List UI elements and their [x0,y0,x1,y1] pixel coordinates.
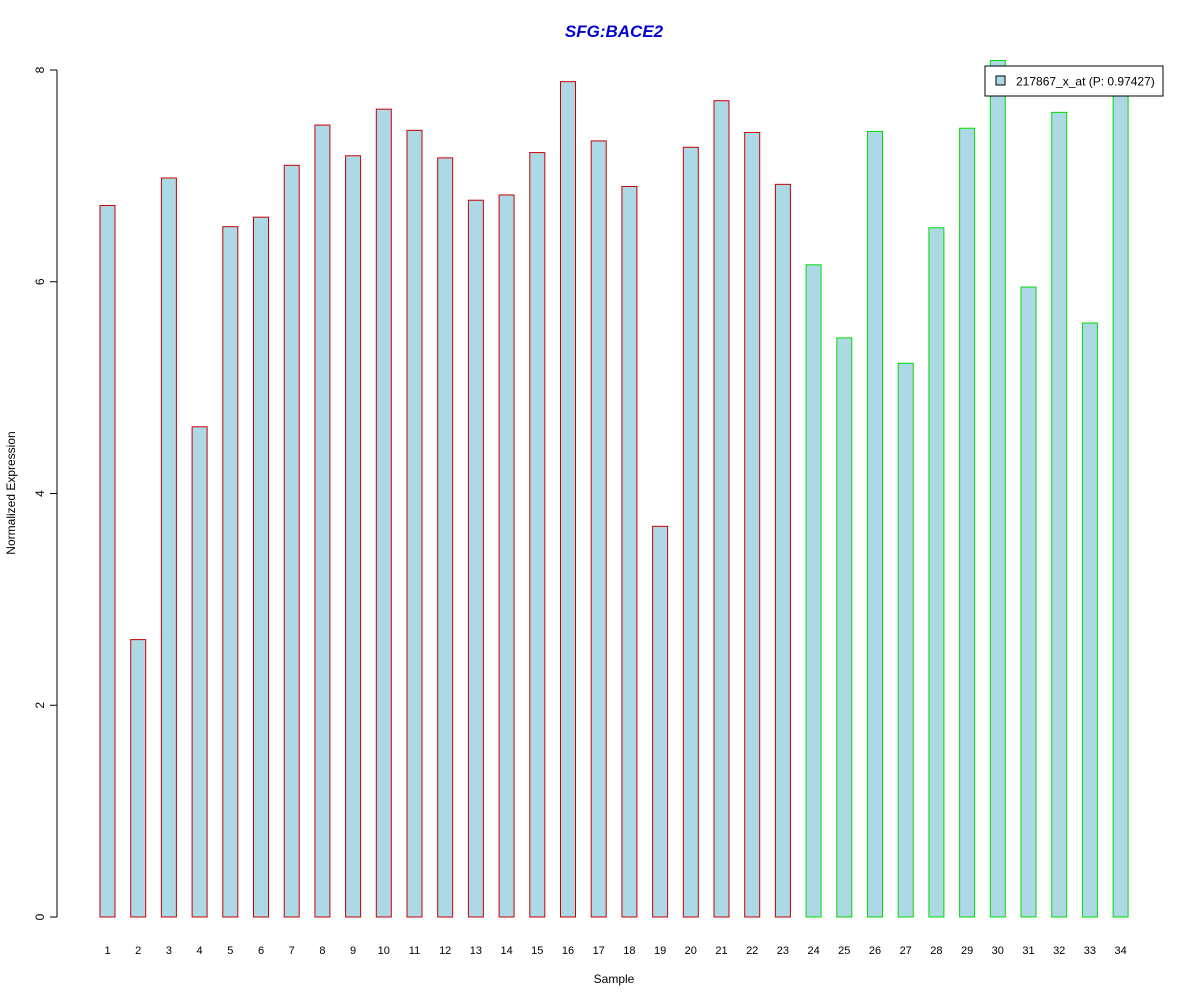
bar-sample-10 [375,108,392,918]
y-tick-label: 0 [33,913,47,920]
bar-sample-1 [99,205,116,918]
bar-sample-14 [498,194,515,918]
y-tick-label: 2 [33,702,47,709]
bar-sample-24 [805,264,822,918]
bar-sample-17 [590,140,607,918]
x-tick-label: 30 [992,945,1004,957]
bars-group [99,59,1129,918]
bar-sample-12 [437,157,454,918]
x-tick-label: 27 [900,945,912,957]
bar-sample-31 [1020,286,1037,918]
x-tick-label: 31 [1022,945,1034,957]
x-tick-label: 26 [869,945,881,957]
bar-sample-29 [959,127,976,918]
x-tick-label: 14 [500,945,512,957]
x-tick-label: 4 [197,945,203,957]
bar-sample-32 [1051,111,1068,918]
x-tick-label: 23 [777,945,789,957]
bar-sample-22 [744,131,761,918]
legend-label: 217867_x_at (P: 0.97427) [1016,75,1155,89]
x-tick-label: 6 [258,945,264,957]
x-tick-label: 8 [319,945,325,957]
bar-sample-13 [467,199,484,918]
x-tick-label: 29 [961,945,973,957]
x-tick-label: 3 [166,945,172,957]
x-tick-label: 10 [378,945,390,957]
x-tick-label: 16 [562,945,574,957]
bar-sample-6 [253,216,269,918]
x-tick-label: 18 [623,945,635,957]
x-tick-label: 24 [807,945,819,957]
bar-sample-20 [682,146,699,918]
x-tick-label: 34 [1114,945,1126,957]
x-tick-label: 17 [593,945,605,957]
x-tick-label: 9 [350,945,356,957]
chart-title: SFG:BACE2 [565,22,664,41]
bar-sample-30 [989,59,1006,918]
bar-sample-21 [713,100,730,918]
x-tick-label: 7 [289,945,295,957]
bar-sample-26 [867,130,883,918]
bar-sample-3 [160,177,177,918]
bar-sample-23 [774,183,791,918]
x-tick-label: 19 [654,945,666,957]
bar-sample-27 [897,362,914,918]
legend-box [984,65,1164,97]
legend-swatch [995,75,1006,86]
x-tick-label: 32 [1053,945,1065,957]
legend: 217867_x_at (P: 0.97427) [984,65,1164,97]
bar-sample-5 [222,226,239,918]
x-tick-label: 20 [685,945,697,957]
x-tick-label: 12 [439,945,451,957]
x-tick-labels: 1 2 3 4 5 6 7 8 9 10 11 12 13 14 15 16 17 18 19 20 21 22 23 24 2… [104,945,1126,957]
y-tick-label: 8 [33,66,47,73]
bar-sample-18 [621,185,638,918]
bar-sample-11 [406,129,423,918]
bar-sample-28 [928,227,945,918]
bar-sample-2 [130,639,147,918]
x-axis-label: Sample [594,972,635,986]
y-tick-label: 4 [33,490,47,497]
bar-sample-33 [1081,322,1098,918]
x-tick-label: 15 [531,945,543,957]
x-tick-label: 33 [1084,945,1096,957]
y-tick-label: 6 [33,278,47,285]
bar-sample-19 [652,525,669,918]
bar-sample-4 [191,426,208,918]
x-tick-label: 25 [838,945,850,957]
bar-sample-34 [1112,80,1129,918]
x-tick-label: 1 [104,945,110,957]
bar-sample-25 [836,337,853,918]
bar-sample-16 [560,81,576,918]
x-tick-label: 5 [227,945,233,957]
x-tick-label: 11 [409,945,420,957]
bar-sample-7 [283,164,300,918]
y-axis: 0 2 4 6 8 [33,66,58,920]
x-tick-label: 2 [135,945,141,957]
x-tick-label: 28 [930,945,942,957]
x-tick-label: 21 [715,945,727,957]
bar-sample-15 [529,152,546,918]
x-tick-label: 22 [746,945,758,957]
y-axis-label: Normalized Expression [4,431,18,554]
bar-sample-9 [345,155,362,918]
x-tick-label: 13 [470,945,482,957]
bar-sample-8 [314,124,331,918]
